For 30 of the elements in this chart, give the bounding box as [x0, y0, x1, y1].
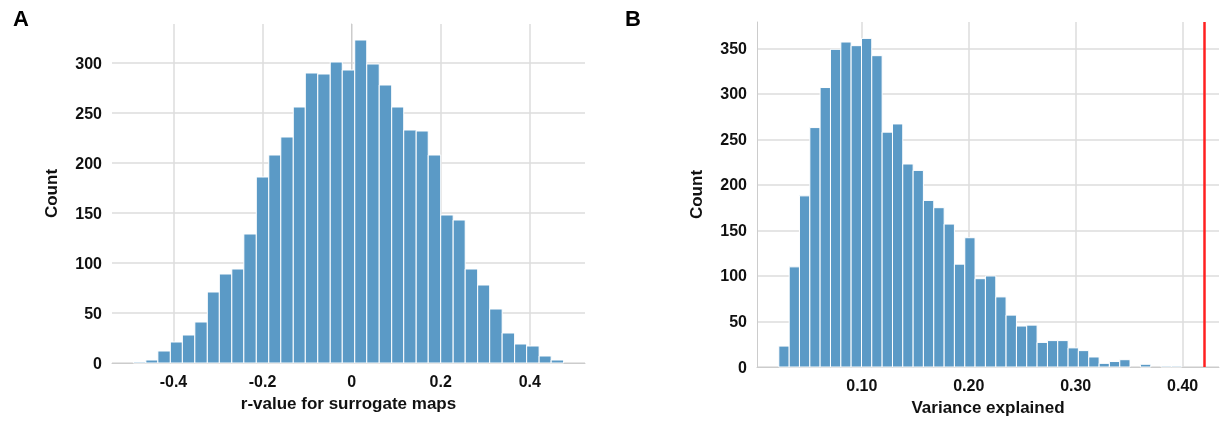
y-tick-label: 50	[729, 312, 748, 330]
x-tick-label: -0.4	[159, 372, 188, 390]
y-tick-label: 200	[720, 176, 748, 194]
x-axis-title: r-value for surrogate maps	[240, 394, 457, 413]
y-tick-label: 200	[75, 154, 103, 172]
x-tick-label: -0.2	[248, 372, 277, 390]
y-tick-label: 150	[75, 204, 103, 222]
y-tick-label: 250	[720, 130, 748, 148]
y-tick-label: 50	[84, 304, 103, 322]
x-tick-label: 0.2	[429, 372, 452, 390]
x-tick-label: 0.20	[953, 376, 985, 394]
y-tick-label: 0	[738, 358, 748, 376]
chart-title: B	[625, 5, 641, 31]
y-tick-label: 300	[75, 54, 103, 72]
y-tick-label: 0	[93, 354, 103, 372]
x-tick-label: 0.10	[846, 376, 878, 394]
y-axis-title: Count	[687, 169, 706, 220]
y-tick-label: 250	[75, 104, 103, 122]
y-tick-label: 150	[720, 221, 748, 239]
chart-title: A	[13, 5, 29, 31]
x-axis-title: Variance explained	[911, 398, 1065, 417]
y-tick-label: 100	[720, 267, 748, 285]
y-axis-title: Count	[42, 168, 61, 219]
x-tick-label: 0	[347, 372, 357, 390]
y-tick-label: 100	[75, 254, 103, 272]
x-tick-label: 0.4	[518, 372, 541, 390]
x-tick-label: 0.40	[1167, 376, 1199, 394]
y-tick-label: 300	[720, 85, 748, 103]
x-tick-label: 0.30	[1060, 376, 1092, 394]
y-tick-label: 350	[720, 39, 748, 57]
